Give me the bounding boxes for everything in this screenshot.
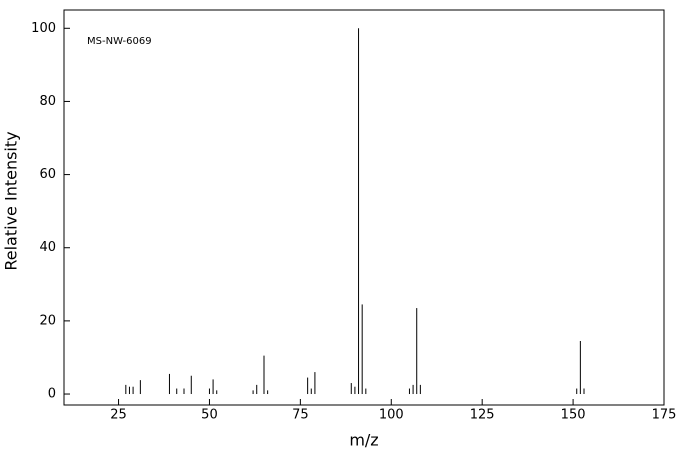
x-axis-label: m/z xyxy=(349,431,378,450)
x-tick-label: 50 xyxy=(201,408,218,423)
annotation: MS-NW-6069 xyxy=(87,36,152,47)
y-tick-label: 80 xyxy=(39,94,56,109)
y-tick-label: 0 xyxy=(48,387,56,402)
x-tick-label: 150 xyxy=(561,408,586,423)
y-tick-label: 100 xyxy=(31,21,56,36)
x-tick-label: 100 xyxy=(379,408,404,423)
y-tick-label: 40 xyxy=(39,240,56,255)
x-tick-label: 75 xyxy=(292,408,309,423)
plot-frame xyxy=(63,9,665,406)
y-tick-label: 60 xyxy=(39,167,56,182)
x-tick-label: 25 xyxy=(110,408,127,423)
y-tick-label: 20 xyxy=(39,313,56,328)
x-tick-label: 125 xyxy=(470,408,495,423)
y-axis-label: Relative Intensity xyxy=(2,131,21,270)
x-tick-label: 175 xyxy=(652,408,676,423)
